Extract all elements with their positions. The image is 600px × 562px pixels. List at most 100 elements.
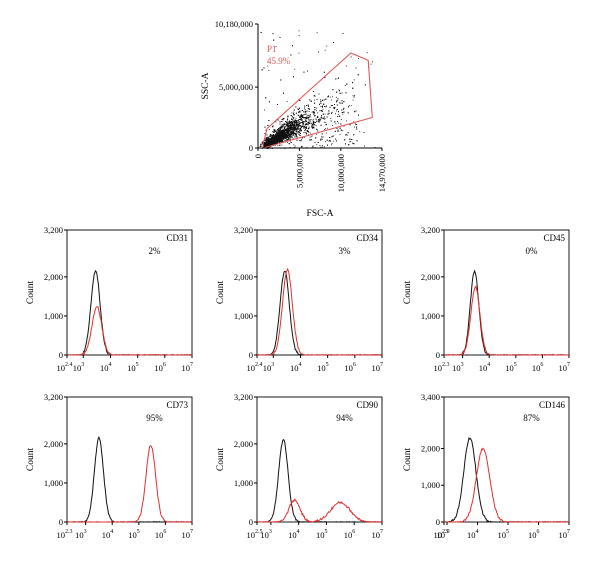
scatter-point <box>285 136 287 138</box>
scatter-point <box>287 130 289 132</box>
scatter-point <box>337 98 339 100</box>
scatter-point <box>292 122 294 124</box>
scatter-point <box>305 123 307 124</box>
scatter-point <box>269 136 271 137</box>
scatter-point <box>312 126 314 128</box>
scatter-point <box>296 130 298 132</box>
scatter-point <box>281 135 283 137</box>
scatter-point <box>322 99 323 101</box>
scatter-point <box>288 130 290 132</box>
scatter-point <box>295 128 297 130</box>
scatter-point <box>300 119 302 121</box>
scatter-point <box>301 114 303 116</box>
scatter-point <box>276 130 278 131</box>
scatter-point <box>307 122 309 123</box>
scatter-point <box>289 122 291 124</box>
scatter-point <box>298 30 300 32</box>
scatter-point <box>278 138 280 140</box>
scatter-point <box>278 132 280 134</box>
scatter-point <box>293 113 294 115</box>
scatter-point <box>332 135 334 137</box>
scatter-point <box>353 134 355 136</box>
scatter-point <box>303 121 305 122</box>
scatter-point <box>265 139 266 141</box>
scatter-point <box>260 32 262 33</box>
scatter-point <box>281 139 283 141</box>
scatter-point <box>267 142 268 143</box>
scatter-point <box>339 102 341 104</box>
scatter-point <box>354 94 355 96</box>
scatter-point <box>292 130 294 132</box>
scatter-point <box>288 136 290 138</box>
scatter-point <box>285 125 287 127</box>
scatter-point <box>284 133 286 134</box>
scatter-point <box>327 96 329 98</box>
scatter-point <box>307 124 309 126</box>
scatter-point <box>316 144 318 146</box>
scatter-point <box>280 137 281 139</box>
scatter-point <box>283 130 284 132</box>
scatter-point <box>336 110 337 112</box>
scatter-point <box>260 143 262 145</box>
scatter-point <box>305 120 306 122</box>
scatter-point <box>273 140 275 142</box>
scatter-point <box>269 135 271 137</box>
scatter-point <box>281 126 283 128</box>
scatter-point <box>279 134 281 136</box>
scatter-point <box>325 124 327 126</box>
scatter-point <box>324 113 326 115</box>
scatter-point <box>300 130 302 131</box>
scatter-point <box>312 146 314 148</box>
scatter-point <box>288 128 290 130</box>
scatter-point <box>280 138 281 140</box>
scatter-point <box>308 134 310 136</box>
scatter-point <box>286 136 288 138</box>
scatter-point <box>273 137 274 139</box>
scatter-point <box>310 119 312 120</box>
scatter-point <box>304 109 306 110</box>
scatter-point <box>313 122 315 123</box>
scatter-point <box>348 105 350 107</box>
scatter-point <box>282 129 283 131</box>
scatter-point <box>280 139 282 141</box>
scatter-point <box>315 137 317 139</box>
scatter-point <box>329 141 331 142</box>
scatter-point <box>276 139 277 141</box>
scatter-point <box>290 54 292 56</box>
scatter-point <box>295 127 297 129</box>
scatter-point <box>347 132 349 134</box>
scatter-point <box>293 144 295 146</box>
scatter-point <box>281 141 283 143</box>
scatter-point <box>336 128 338 129</box>
scatter-point <box>312 122 314 123</box>
scatter-point <box>270 139 271 141</box>
scatter-point <box>339 127 341 129</box>
scatter-point <box>349 123 351 125</box>
scatter-point <box>293 133 295 135</box>
scatter-point <box>275 142 277 144</box>
scatter-point <box>306 116 308 118</box>
scatter-point <box>323 121 325 123</box>
scatter-point <box>273 132 275 133</box>
scatter-point <box>302 116 303 118</box>
scatter-point <box>293 76 294 78</box>
scatter-point <box>300 129 301 131</box>
scatter-point <box>336 109 338 110</box>
scatter-point <box>272 125 274 127</box>
scatter-point <box>312 118 314 120</box>
scatter-point <box>310 116 312 118</box>
scatter-point <box>268 144 269 145</box>
scatter-point <box>291 122 293 124</box>
scatter-point <box>276 135 278 136</box>
scatter-point <box>281 140 283 142</box>
scatter-point <box>286 128 287 130</box>
scatter-point <box>317 116 319 118</box>
scatter-point <box>304 111 306 113</box>
scatter-point <box>271 137 273 138</box>
scatter-point <box>275 135 277 137</box>
scatter-point <box>308 127 310 129</box>
scatter-point <box>270 142 272 144</box>
scatter-point <box>277 130 279 132</box>
scatter-point <box>297 123 299 125</box>
scatter-point <box>286 130 288 132</box>
